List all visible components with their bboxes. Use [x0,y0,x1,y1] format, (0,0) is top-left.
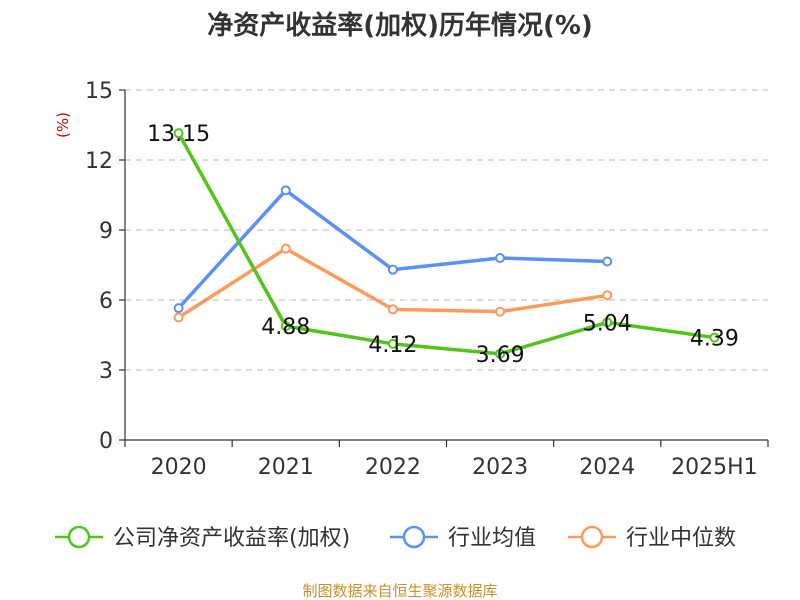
data-point [173,303,184,314]
series-lines [173,128,720,359]
data-point [495,348,506,359]
data-point [280,243,291,254]
data-label: 13.15 [147,122,210,147]
data-point [602,256,613,267]
y-axis-unit-label: (%) [54,112,72,138]
legend-label: 公司净资产收益率(加权) [113,526,350,551]
legend-swatch-marker [67,525,91,549]
x-tick-label: 2022 [365,455,421,480]
data-point [495,306,506,317]
data-labels: 13.15 4.88 4.12 3.69 5.04 4.39 [147,122,739,368]
data-point [173,128,184,139]
source-note: 制图数据来自恒生聚源数据库 [302,582,497,600]
data-label: 4.12 [368,333,417,358]
data-label: 3.69 [476,343,525,368]
data-label: 4.88 [261,315,310,340]
x-tick-label: 2025H1 [671,455,758,480]
x-tick-label: 2024 [579,455,635,480]
legend-label: 行业中位数 [626,526,736,551]
legend-swatch-marker [580,525,604,549]
data-point [387,264,398,275]
y-tick-label: 3 [99,359,113,384]
y-tick-label: 15 [85,79,113,104]
data-label: 5.04 [583,311,632,336]
legend-swatch-marker [402,525,426,549]
y-tick-label: 6 [99,289,113,314]
data-point [602,290,613,301]
data-point [602,317,613,328]
data-point [173,312,184,323]
data-label: 4.39 [690,327,739,352]
data-point [280,185,291,196]
x-tick-label: 2020 [151,455,207,480]
y-tick-label: 9 [99,219,113,244]
data-point [387,304,398,315]
series-line [177,132,715,356]
axes: 0 3 6 9 12 15 2020 2021 2022 2023 2024 2025H1 [85,79,769,480]
x-tick-label: 2023 [472,455,528,480]
grid-lines [125,89,768,371]
y-tick-label: 12 [85,149,113,174]
y-tick-label: 0 [99,429,113,454]
legend: 公司净资产收益率(加权) 行业均值 行业中位数 [55,525,736,551]
data-point [387,338,398,349]
x-tick-label: 2021 [258,455,314,480]
data-point [709,332,720,343]
data-point [280,321,291,332]
data-point [495,253,506,263]
chart-title: 净资产收益率(加权)历年情况(%) [207,10,593,41]
legend-label: 行业均值 [448,526,536,551]
